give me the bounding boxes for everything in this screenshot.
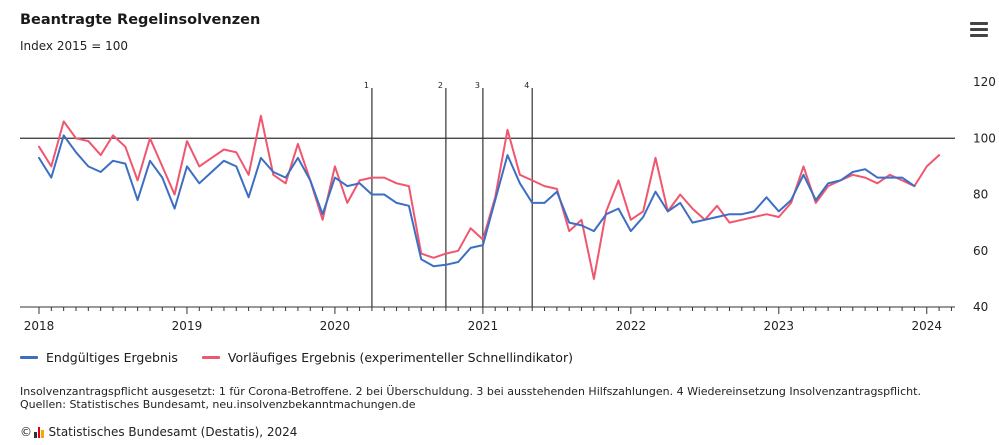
footnote-source: Quellen: Statistisches Bundesamt, neu.in…	[20, 398, 416, 411]
y-tick-label: 80	[973, 188, 988, 202]
marker-label-2: 2	[438, 81, 443, 90]
x-tick-label: 2019	[172, 319, 203, 333]
x-tick-label: 2022	[616, 319, 647, 333]
x-tick-label: 2018	[24, 319, 55, 333]
destatis-logo-icon	[34, 426, 45, 438]
footnote-line-1: Insolvenzantragspflicht ausgesetzt: 1 fü…	[20, 385, 921, 398]
chart-title: Beantragte Regelinsolvenzen	[20, 12, 261, 28]
x-tick-label: 2021	[468, 319, 499, 333]
series-layer	[38, 114, 941, 280]
legend-label-final: Endgültiges Ergebnis	[46, 350, 178, 365]
x-tick-label: 2020	[320, 319, 351, 333]
x-tick-label: 2023	[764, 319, 795, 333]
hamburger-menu-icon[interactable]	[970, 22, 988, 38]
series-final-line	[38, 134, 916, 268]
copyright-symbol: ©	[20, 425, 32, 439]
credit: © Statistisches Bundesamt (Destatis), 20…	[20, 425, 297, 439]
legend-swatch-preliminary	[201, 356, 220, 359]
legend: Endgültiges Ergebnis Vorläufiges Ergebni…	[20, 350, 597, 365]
chart-subtitle: Index 2015 = 100	[20, 39, 128, 53]
vertical-markers: 1 2 3 4	[364, 81, 533, 307]
y-tick-label: 100	[973, 131, 996, 145]
x-axis-ticks: 2018 2019 2020 2021 2022 2023 2024	[24, 307, 952, 333]
marker-label-3: 3	[475, 81, 480, 90]
legend-item-final[interactable]: Endgültiges Ergebnis	[20, 350, 178, 365]
y-tick-label: 120	[973, 75, 996, 89]
credit-text: Statistisches Bundesamt (Destatis), 2024	[48, 425, 298, 439]
x-tick-label: 2024	[911, 319, 942, 333]
series-preliminary-line	[38, 114, 941, 280]
legend-label-preliminary: Vorläufiges Ergebnis (experimenteller Sc…	[227, 350, 573, 365]
y-tick-label: 60	[973, 244, 988, 258]
marker-label-1: 1	[364, 81, 369, 90]
legend-item-preliminary[interactable]: Vorläufiges Ergebnis (experimenteller Sc…	[201, 350, 573, 365]
marker-label-4: 4	[524, 81, 529, 90]
y-tick-label: 40	[973, 300, 988, 314]
legend-swatch-final	[20, 356, 38, 359]
footnote: Insolvenzantragspflicht ausgesetzt: 1 fü…	[20, 385, 990, 411]
y-axis-labels: 40 60 80 100 120	[973, 75, 996, 314]
